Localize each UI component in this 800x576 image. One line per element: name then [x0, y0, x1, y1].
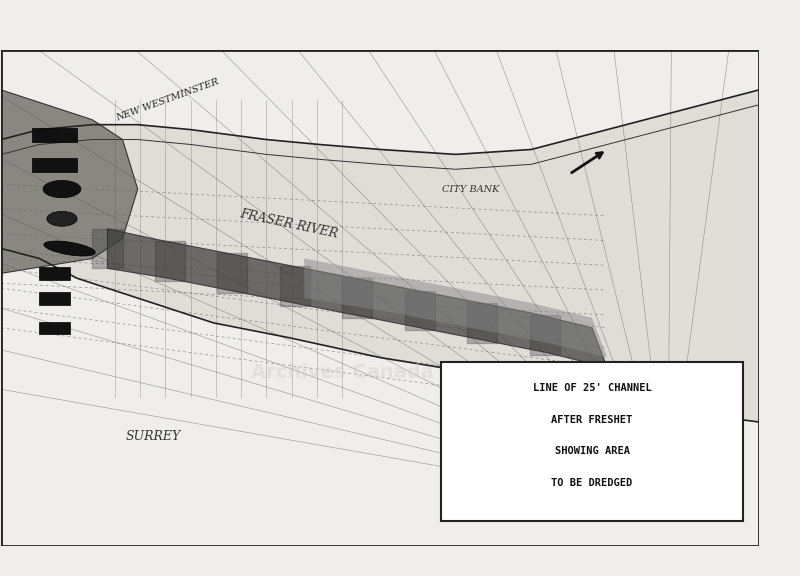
Text: AFTER FRESHET: AFTER FRESHET [551, 415, 633, 425]
Text: TO BE DREDGED: TO BE DREDGED [551, 478, 633, 488]
Polygon shape [2, 90, 138, 273]
Bar [441, 362, 743, 521]
Bar [39, 292, 70, 305]
Bar [39, 267, 70, 280]
Text: SHOWING AREA: SHOWING AREA [554, 446, 630, 456]
Ellipse shape [47, 211, 77, 226]
Text: CITY BANK: CITY BANK [442, 184, 499, 194]
Text: Archives Canada: Archives Canada [250, 363, 434, 382]
Polygon shape [304, 259, 607, 358]
Ellipse shape [44, 241, 95, 256]
Text: FRASER RIVER: FRASER RIVER [239, 207, 339, 241]
Ellipse shape [43, 180, 81, 198]
Text: SURREY: SURREY [126, 430, 181, 444]
Text: LINE OF 25' CHANNEL: LINE OF 25' CHANNEL [533, 383, 651, 393]
Text: NEW WESTMINSTER: NEW WESTMINSTER [115, 77, 221, 123]
Polygon shape [107, 229, 607, 367]
Bar [32, 158, 77, 172]
Bar [39, 322, 70, 334]
Polygon shape [2, 90, 758, 422]
Bar [32, 128, 77, 142]
